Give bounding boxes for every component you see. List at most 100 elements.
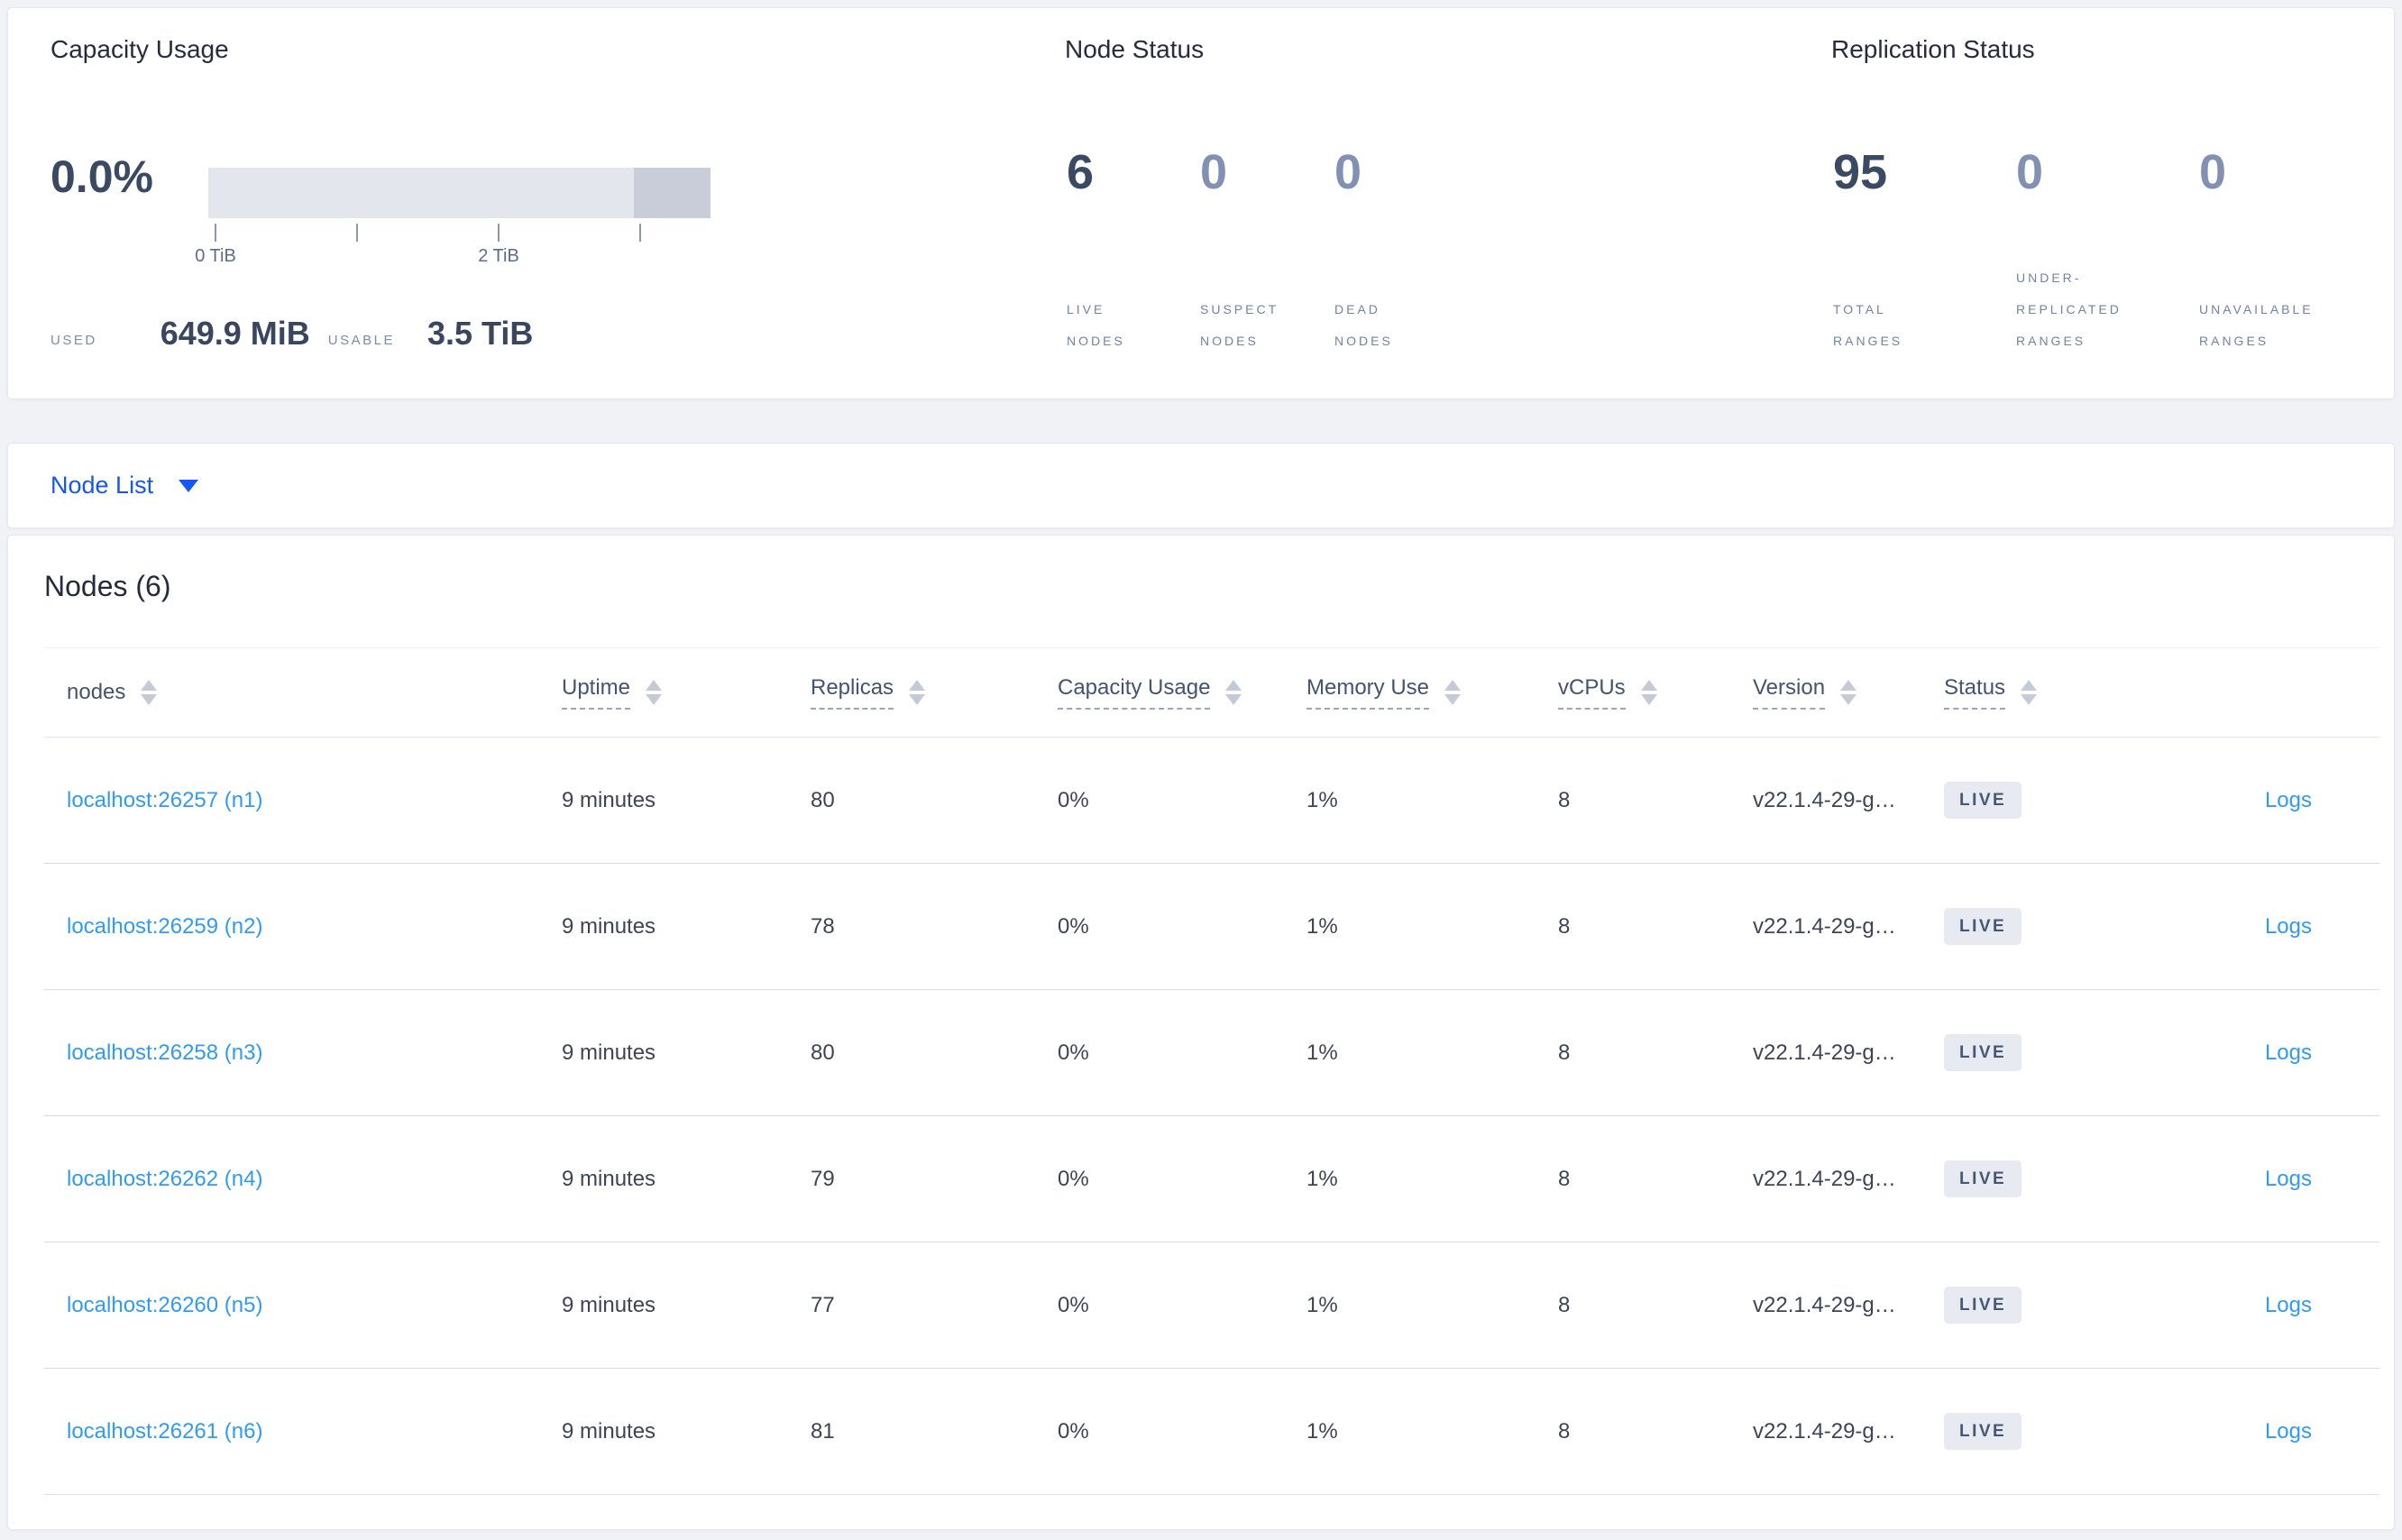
nodes-table-title: Nodes (6) bbox=[44, 570, 171, 602]
total-ranges-value: 95 bbox=[1833, 145, 1888, 199]
logs-link[interactable]: Logs bbox=[2264, 1418, 2312, 1444]
used-value: 649.9 MiB bbox=[160, 315, 310, 352]
dead-nodes-label: DEAD NODES bbox=[1334, 302, 1393, 348]
vcpus-cell: 8 bbox=[1558, 787, 1571, 812]
logs-link[interactable]: Logs bbox=[2264, 913, 2312, 939]
node-link[interactable]: localhost:26261 (n6) bbox=[67, 1418, 263, 1444]
live-nodes-value: 6 bbox=[1067, 145, 1095, 199]
capacity-axis-label-2: 2 TiB bbox=[478, 246, 519, 266]
under-replicated-ranges-value: 0 bbox=[2016, 145, 2044, 199]
live-nodes-label: LIVE NODES bbox=[1067, 302, 1125, 348]
usable-label: USABLE bbox=[327, 333, 395, 348]
node-link[interactable]: localhost:26257 (n1) bbox=[67, 787, 263, 812]
table-row: localhost:26258 (n3) 9 minutes 80 0% 1% … bbox=[44, 990, 2379, 1116]
replicas-cell: 80 bbox=[811, 1040, 835, 1065]
replicas-cell: 77 bbox=[811, 1292, 835, 1317]
version-cell: v22.1.4-29-g… bbox=[1753, 1418, 1896, 1444]
logs-link[interactable]: Logs bbox=[2264, 787, 2312, 812]
column-header-replicas[interactable]: Replicas bbox=[811, 675, 1058, 710]
capacity-cell: 0% bbox=[1058, 1040, 1089, 1065]
logs-link[interactable]: Logs bbox=[2264, 1292, 2312, 1317]
replicas-cell: 79 bbox=[811, 1166, 835, 1191]
table-row: localhost:26257 (n1) 9 minutes 80 0% 1% … bbox=[44, 738, 2379, 864]
dead-nodes-value: 0 bbox=[1334, 145, 1362, 199]
replication-stats: 95 TOTAL RANGES 0 UNDER-REPLICATED RANGE… bbox=[1833, 148, 2397, 357]
table-row: localhost:26262 (n4) 9 minutes 79 0% 1% … bbox=[44, 1116, 2379, 1242]
column-header-vcpus[interactable]: vCPUs bbox=[1558, 675, 1753, 710]
chevron-down-icon bbox=[179, 479, 199, 492]
memory-cell: 1% bbox=[1306, 913, 1338, 939]
suspect-nodes-value: 0 bbox=[1200, 145, 1228, 199]
sort-icon bbox=[909, 680, 926, 705]
column-header-capacity-usage[interactable]: Capacity Usage bbox=[1058, 675, 1306, 710]
memory-cell: 1% bbox=[1306, 1040, 1338, 1065]
sort-icon bbox=[1225, 680, 1242, 705]
nodes-table: nodes Uptime Replicas Capacity Usage Mem… bbox=[44, 647, 2379, 1495]
capacity-used-percent: 0.0% bbox=[50, 151, 153, 202]
memory-cell: 1% bbox=[1306, 1292, 1338, 1317]
logs-link[interactable]: Logs bbox=[2264, 1040, 2312, 1065]
logs-link[interactable]: Logs bbox=[2264, 1166, 2312, 1191]
uptime-cell: 9 minutes bbox=[562, 913, 656, 939]
status-badge: LIVE bbox=[1944, 908, 2022, 945]
dead-nodes-stat: 0 DEAD NODES bbox=[1334, 148, 1479, 357]
table-row: localhost:26260 (n5) 9 minutes 77 0% 1% … bbox=[44, 1242, 2379, 1369]
uptime-cell: 9 minutes bbox=[562, 1166, 656, 1191]
node-link[interactable]: localhost:26259 (n2) bbox=[67, 913, 263, 939]
uptime-cell: 9 minutes bbox=[562, 1040, 656, 1065]
view-selector-bar: Node List bbox=[7, 443, 2395, 528]
column-header-nodes[interactable]: nodes bbox=[67, 680, 562, 705]
capacity-used-usable: USED 649.9 MiB USABLE 3.5 TiB bbox=[50, 315, 533, 353]
node-link[interactable]: localhost:26260 (n5) bbox=[67, 1292, 263, 1317]
version-cell: v22.1.4-29-g… bbox=[1753, 1040, 1896, 1065]
vcpus-cell: 8 bbox=[1558, 1040, 1571, 1065]
cluster-summary-card: Capacity Usage 0.0% 0 TiB 2 TiB USED 649… bbox=[7, 7, 2395, 399]
capacity-usage-bar bbox=[208, 168, 711, 218]
node-status-stats: 6 LIVE NODES 0 SUSPECT NODES 0 DEAD NODE… bbox=[1067, 148, 1479, 357]
node-list-dropdown-label: Node List bbox=[50, 472, 154, 499]
capacity-cell: 0% bbox=[1058, 1166, 1089, 1191]
total-ranges-stat: 95 TOTAL RANGES bbox=[1833, 148, 2016, 357]
version-cell: v22.1.4-29-g… bbox=[1753, 1292, 1896, 1317]
suspect-nodes-label: SUSPECT NODES bbox=[1200, 302, 1279, 348]
table-header-row: nodes Uptime Replicas Capacity Usage Mem… bbox=[44, 647, 2379, 738]
nodes-table-panel: Nodes (6) nodes Uptime Replicas Capacity… bbox=[7, 535, 2395, 1530]
vcpus-cell: 8 bbox=[1558, 1292, 1571, 1317]
capacity-axis-tick bbox=[639, 224, 641, 242]
column-header-uptime[interactable]: Uptime bbox=[562, 675, 811, 710]
replication-status-title: Replication Status bbox=[1831, 35, 2035, 63]
total-ranges-label: TOTAL RANGES bbox=[1833, 302, 1903, 348]
under-replicated-ranges-label: UNDER-REPLICATED RANGES bbox=[2016, 270, 2122, 348]
capacity-axis-tick bbox=[356, 224, 358, 242]
status-badge: LIVE bbox=[1944, 1287, 2022, 1324]
column-header-version[interactable]: Version bbox=[1753, 675, 1944, 710]
uptime-cell: 9 minutes bbox=[562, 1292, 656, 1317]
usable-value: 3.5 TiB bbox=[426, 315, 534, 352]
table-row: localhost:26261 (n6) 9 minutes 81 0% 1% … bbox=[44, 1369, 2379, 1495]
memory-cell: 1% bbox=[1306, 1418, 1338, 1444]
live-nodes-stat: 6 LIVE NODES bbox=[1067, 148, 1200, 357]
column-header-status[interactable]: Status bbox=[1944, 675, 2133, 710]
column-header-memory-use[interactable]: Memory Use bbox=[1306, 675, 1558, 710]
memory-cell: 1% bbox=[1306, 1166, 1338, 1191]
capacity-cell: 0% bbox=[1058, 913, 1089, 939]
capacity-cell: 0% bbox=[1058, 1292, 1089, 1317]
capacity-axis-tick bbox=[215, 224, 216, 242]
node-list-dropdown[interactable]: Node List bbox=[50, 444, 199, 527]
capacity-usage-title: Capacity Usage bbox=[50, 35, 229, 63]
uptime-cell: 9 minutes bbox=[562, 787, 656, 812]
status-badge: LIVE bbox=[1944, 1034, 2022, 1071]
node-link[interactable]: localhost:26258 (n3) bbox=[67, 1040, 263, 1065]
vcpus-cell: 8 bbox=[1558, 1166, 1571, 1191]
capacity-bar-dark-segment bbox=[634, 168, 711, 218]
sort-icon bbox=[1444, 680, 1462, 705]
vcpus-cell: 8 bbox=[1558, 913, 1571, 939]
capacity-cell: 0% bbox=[1058, 1418, 1089, 1444]
unavailable-ranges-label: UNAVAILABLE RANGES bbox=[2199, 302, 2314, 348]
node-link[interactable]: localhost:26262 (n4) bbox=[67, 1166, 263, 1191]
sort-icon bbox=[1840, 680, 1857, 705]
status-badge: LIVE bbox=[1944, 1160, 2022, 1197]
suspect-nodes-stat: 0 SUSPECT NODES bbox=[1200, 148, 1334, 357]
uptime-cell: 9 minutes bbox=[562, 1418, 656, 1444]
sort-icon bbox=[2021, 680, 2038, 705]
